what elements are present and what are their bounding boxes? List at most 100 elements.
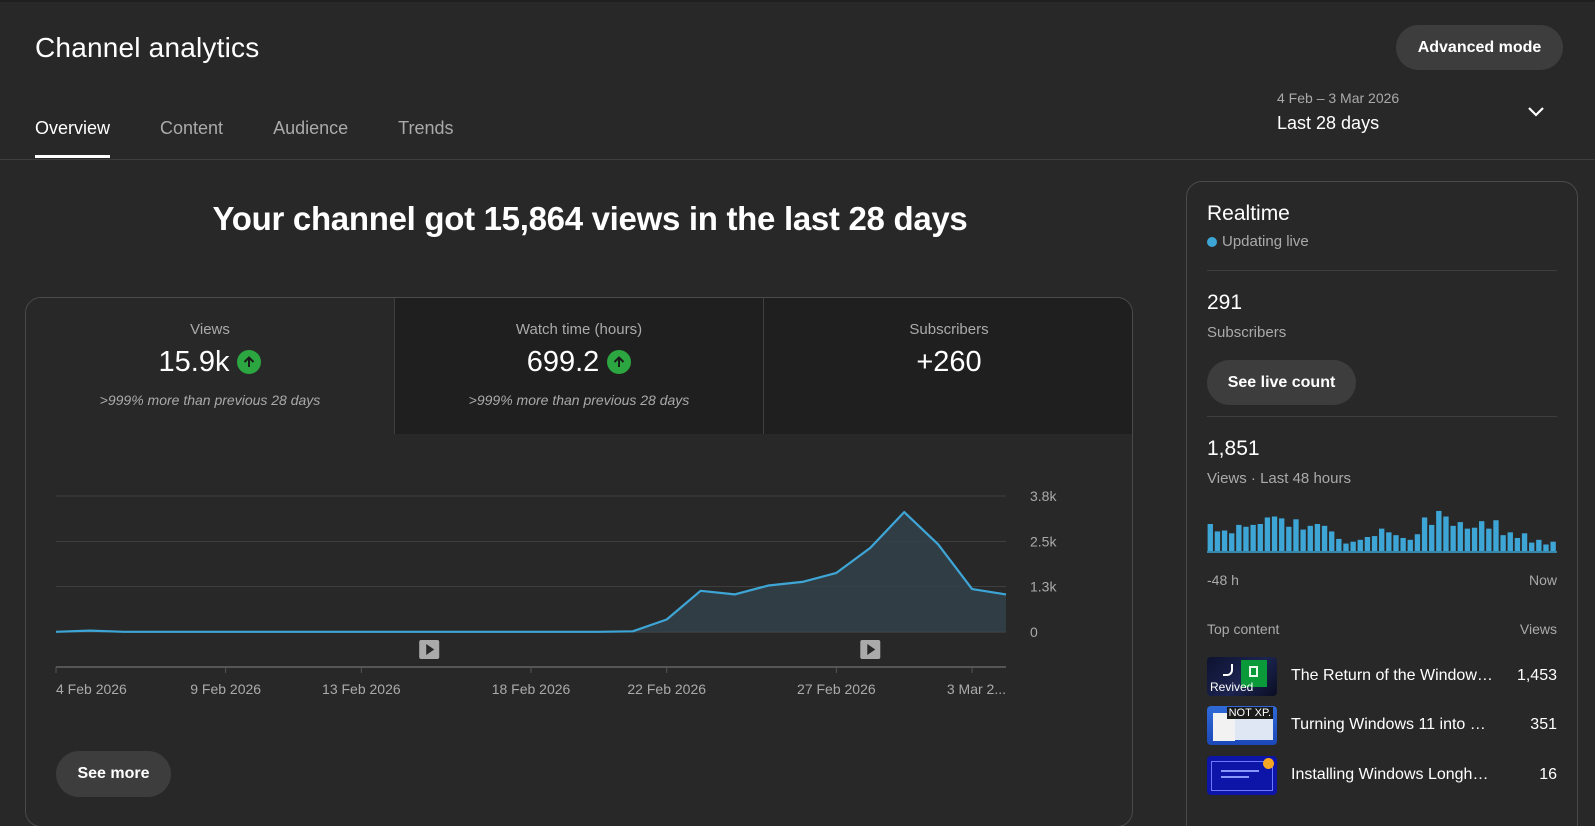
hourly-bar (1457, 522, 1463, 551)
hourly-bar (1379, 528, 1385, 551)
video-views: 351 (1530, 716, 1557, 733)
play-icon (867, 644, 876, 655)
bar-axis-end: Now (1528, 572, 1557, 588)
hourly-bar (1414, 534, 1421, 551)
top-content-views-label: Views (1519, 621, 1557, 637)
hourly-bar (1321, 525, 1328, 551)
overview-card: Views 15.9k >999% more than previous 28 … (25, 297, 1133, 826)
realtime-title: Realtime (1207, 202, 1290, 225)
x-tick-label: 9 Feb 2026 (190, 681, 261, 697)
tab-overview[interactable]: Overview (35, 110, 111, 160)
tab-divider (0, 159, 1595, 160)
hourly-bar (1471, 527, 1478, 551)
hourly-bar (1257, 523, 1263, 551)
metric-change: >999% more than previous 28 days (468, 392, 690, 408)
hourly-bar (1500, 535, 1506, 551)
date-range-label: Last 28 days (1277, 113, 1380, 133)
metric-watch-time[interactable]: Watch time (hours) 699.2 >999% more than… (395, 298, 764, 434)
hourly-bar (1221, 530, 1228, 551)
hourly-bar (1250, 524, 1256, 551)
hourly-bar (1529, 542, 1535, 551)
views-line (55, 510, 1007, 633)
video-thumbnail (1207, 755, 1277, 795)
arrow-up-icon (607, 350, 632, 374)
tab-audience[interactable]: Audience (273, 118, 349, 138)
top-content-label: Top content (1207, 621, 1280, 637)
metric-value: 15.9k (158, 345, 230, 378)
tab-content[interactable]: Content (160, 118, 224, 138)
chevron-down-icon (1528, 107, 1544, 117)
x-tick-label: 27 Feb 2026 (797, 681, 876, 697)
hourly-bar (1364, 537, 1371, 551)
realtime-subscribers-value: 291 (1207, 291, 1243, 314)
hourly-bar (1464, 528, 1471, 551)
y-tick-label: 0 (1030, 624, 1038, 640)
live-dot-icon (1207, 236, 1217, 247)
divider (1207, 416, 1557, 417)
hourly-bar (1521, 533, 1528, 551)
video-thumbnail: Revived (1207, 656, 1277, 696)
views-area (56, 512, 1006, 632)
x-tick-label: 22 Feb 2026 (627, 681, 706, 697)
hourly-bar (1214, 531, 1221, 551)
metric-subscribers[interactable]: Subscribers +260 (764, 298, 1132, 434)
hourly-bar (1479, 521, 1485, 551)
hourly-bar (1300, 529, 1306, 551)
top-content-item[interactable]: Installing Windows Longhorn build 16 (1207, 755, 1557, 795)
video-views: 16 (1539, 766, 1557, 783)
video-title: The Return of the Windows Vista... (1291, 667, 1496, 684)
divider (1207, 270, 1557, 271)
realtime-subscribers-label: Subscribers (1207, 324, 1287, 341)
metric-value: +260 (916, 345, 982, 378)
hourly-bar (1343, 543, 1349, 551)
hourly-bar (1436, 510, 1442, 551)
see-live-count-button[interactable]: See live count (1207, 360, 1356, 405)
hourly-bar (1550, 541, 1556, 551)
hourly-bar (1243, 526, 1249, 551)
hourly-bar (1314, 523, 1321, 551)
hourly-bar (1543, 544, 1549, 551)
top-content-item[interactable]: Revived The Return of the Windows Vista.… (1207, 656, 1557, 696)
metric-label: Subscribers (909, 321, 989, 338)
hourly-bar (1350, 541, 1356, 551)
metric-change: >999% more than previous 28 days (99, 392, 321, 408)
metric-value-row: +260 (764, 344, 1132, 380)
tab-bar: Overview Content Audience Trends (35, 110, 503, 160)
hourly-bar (1229, 533, 1235, 551)
hourly-bar (1507, 532, 1513, 551)
hourly-bar (1443, 516, 1449, 551)
metric-tabs: Views 15.9k >999% more than previous 28 … (26, 298, 1132, 434)
see-more-button[interactable]: See more (56, 751, 171, 797)
hourly-bar (1279, 518, 1285, 551)
top-content-header: Top content Views (1207, 621, 1557, 637)
live-status-text: Updating live (1222, 233, 1309, 250)
advanced-mode-button[interactable]: Advanced mode (1396, 25, 1563, 70)
hourly-bar (1493, 520, 1499, 551)
arrow-up-icon (237, 350, 262, 374)
video-title: Turning Windows 11 into Windows XP (1291, 716, 1496, 733)
hourly-bar (1207, 523, 1213, 551)
hourly-bar (1329, 531, 1335, 551)
metric-views[interactable]: Views 15.9k >999% more than previous 28 … (26, 298, 395, 434)
x-tick-label: 3 Mar 2... (947, 681, 1006, 697)
hourly-bar (1271, 516, 1278, 551)
date-range-picker[interactable]: 4 Feb – 3 Mar 2026 Last 28 days (1277, 90, 1565, 140)
hourly-bar (1336, 538, 1342, 551)
top-edge (0, 0, 1595, 2)
hourly-bar (1264, 517, 1271, 551)
x-tick-label: 18 Feb 2026 (492, 681, 571, 697)
tab-trends[interactable]: Trends (398, 118, 454, 138)
hourly-bar (1536, 539, 1542, 551)
date-range-dates: 4 Feb – 3 Mar 2026 (1277, 90, 1400, 106)
realtime-bar-chart (1207, 510, 1557, 553)
x-tick-label: 4 Feb 2026 (56, 681, 127, 697)
page-title: Channel analytics (35, 32, 260, 63)
views-chart: 0 1.3k 2.5k 3.8k 4 Feb 2026 9 Feb 2026 13 Feb … (55, 488, 1057, 697)
metric-label: Views (190, 321, 230, 338)
top-content-item[interactable]: NOT XP. Turning Windows 11 into Windows … (1207, 705, 1557, 745)
hourly-bar (1293, 519, 1299, 551)
realtime-views-label: Views · Last 48 hours (1207, 470, 1351, 487)
hourly-bar (1236, 524, 1242, 551)
y-tick-label: 1.3k (1030, 579, 1057, 595)
y-tick-label: 3.8k (1030, 488, 1057, 504)
